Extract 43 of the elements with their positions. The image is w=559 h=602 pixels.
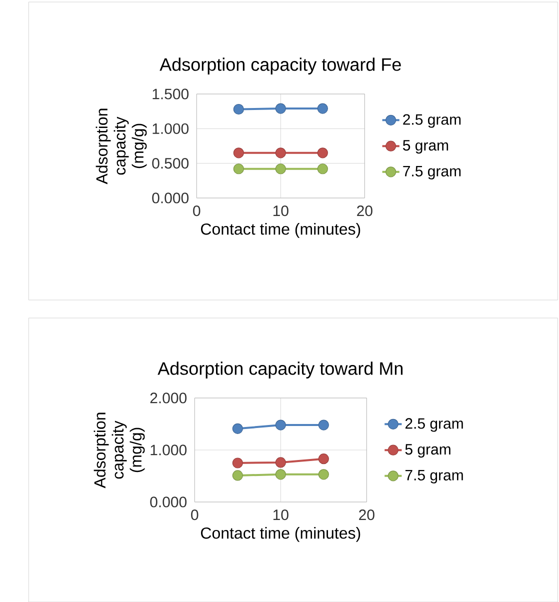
x-tick-label: 20 xyxy=(359,510,375,520)
point xyxy=(234,164,244,174)
point xyxy=(232,458,244,468)
point xyxy=(232,470,244,481)
point xyxy=(232,423,244,434)
point xyxy=(276,457,286,468)
legend-label: 7.5 gram xyxy=(403,166,461,180)
y-tick-label: 1.000 xyxy=(150,444,187,456)
legend-label: 2.5 gram xyxy=(403,114,461,128)
legend-label: 7.5 gram xyxy=(406,470,464,484)
legend-label: 5 gram xyxy=(405,444,451,458)
x-tick-label: 0 xyxy=(193,206,200,216)
point xyxy=(276,420,286,430)
point xyxy=(276,469,286,480)
point xyxy=(318,420,330,430)
x-tick-label: 10 xyxy=(274,206,289,216)
point xyxy=(276,164,286,174)
x-tick-label: 10 xyxy=(274,510,289,520)
point xyxy=(234,104,244,115)
legend-label: 5 gram xyxy=(403,140,448,154)
y-axis-title: Adsorption capacity (mg/g) xyxy=(94,412,145,488)
chart-title: Adsorption capacity toward Mn xyxy=(158,362,403,378)
point xyxy=(318,469,330,480)
x-axis-title: Contact time (minutes) xyxy=(201,527,360,542)
y-tick-label: 0.500 xyxy=(152,158,189,169)
y-tick-label: 1.500 xyxy=(152,88,189,100)
y-axis-title: Adsorption capacity (mg/g) xyxy=(96,108,147,184)
y-tick-label: 2.000 xyxy=(150,392,187,404)
chart-title: Adsorption capacity toward Fe xyxy=(160,58,402,74)
point xyxy=(318,454,330,464)
point xyxy=(318,103,328,114)
y-tick-label: 1.000 xyxy=(152,123,189,134)
point xyxy=(276,148,286,158)
legend-label: 2.5 gram xyxy=(406,418,464,432)
point xyxy=(276,103,286,114)
point xyxy=(234,148,244,158)
y-tick-label: 0.000 xyxy=(150,496,187,508)
y-tick-label: 0.000 xyxy=(152,192,189,204)
point xyxy=(318,164,328,174)
x-axis-title: Contact time (minutes) xyxy=(201,223,360,238)
point xyxy=(318,148,328,158)
x-tick-label: 20 xyxy=(357,206,373,216)
x-tick-label: 0 xyxy=(191,510,198,520)
